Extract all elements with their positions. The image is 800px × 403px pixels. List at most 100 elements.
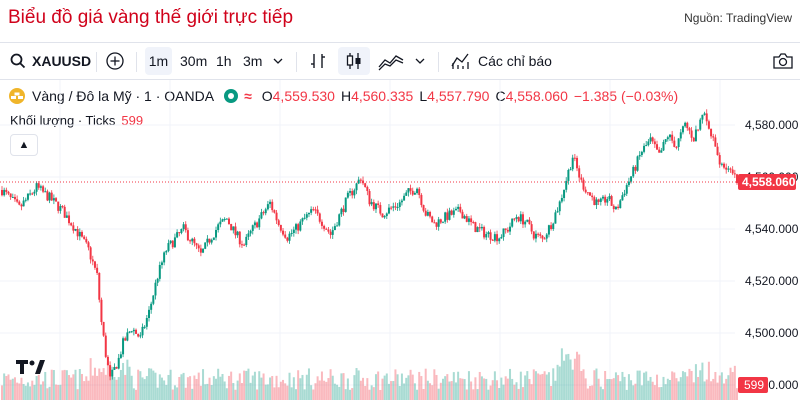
indicators-button[interactable]: Các chỉ báo: [450, 43, 552, 79]
candle-body: [59, 206, 62, 211]
volume-bar: [686, 376, 689, 400]
volume-bar: [673, 372, 676, 400]
candle-body: [299, 221, 302, 231]
candle-body: [478, 227, 481, 229]
volume-bar: [450, 381, 453, 400]
candle-body: [725, 167, 728, 170]
volume-bar: [470, 381, 473, 400]
volume-bar: [433, 369, 436, 400]
volume-bar: [316, 376, 319, 400]
volume-bar: [7, 374, 10, 400]
interval-1m[interactable]: 1m: [145, 47, 172, 75]
candle-body: [273, 210, 276, 213]
interval-dropdown[interactable]: [272, 43, 284, 79]
volume-bar: [666, 378, 669, 400]
interval-1h[interactable]: 1h: [216, 53, 232, 69]
candle-body: [383, 216, 386, 218]
plus-circle-icon: [106, 52, 124, 70]
volume-bar: [517, 388, 520, 400]
candle-body: [534, 233, 537, 239]
snapshot-button[interactable]: [772, 43, 794, 79]
volume-bar: [238, 373, 241, 400]
candle-body: [314, 209, 317, 211]
volume-bar: [554, 380, 557, 400]
candle-body: [111, 369, 114, 377]
interval-30m[interactable]: 30m: [180, 53, 208, 69]
area-style-button[interactable]: [378, 43, 404, 79]
candle-body: [89, 247, 92, 260]
bars-style-button[interactable]: [308, 43, 328, 79]
volume-bar: [675, 378, 678, 400]
candle-body: [262, 212, 265, 214]
volume-bar: [329, 369, 332, 400]
symbol-search[interactable]: XAUUSD: [10, 43, 91, 79]
volume-bar: [385, 373, 388, 400]
candle-body: [604, 196, 607, 203]
volume-bar: [223, 381, 226, 400]
volume-bar: [269, 377, 272, 400]
gold-bars-icon: [9, 88, 25, 104]
candle-body: [132, 329, 135, 332]
candle-body: [426, 211, 429, 216]
candle-body: [509, 226, 512, 232]
candle-body: [379, 205, 382, 214]
candle-body: [712, 136, 715, 138]
candle-body: [517, 217, 520, 222]
candle-body: [673, 140, 676, 147]
volume-bar: [569, 359, 572, 400]
volume-bar: [132, 388, 135, 400]
candle-body: [253, 222, 256, 226]
volume-bar: [619, 381, 622, 400]
volume-bar: [74, 369, 77, 400]
candle-body: [197, 245, 200, 249]
candle-body: [703, 113, 706, 115]
volume-bar: [312, 389, 315, 400]
candle-body: [217, 224, 220, 230]
candle-body: [491, 239, 494, 241]
candle-body: [29, 193, 32, 195]
candle-body: [442, 221, 444, 223]
candle-body: [236, 231, 239, 236]
compare-button[interactable]: [105, 43, 125, 79]
candle-body: [130, 331, 133, 333]
candle-body: [681, 126, 684, 133]
candle-body: [93, 261, 96, 268]
style-dropdown[interactable]: [414, 43, 426, 79]
candle-body: [387, 207, 390, 214]
volume-bar: [429, 383, 432, 400]
volume-bar: [530, 384, 533, 400]
candle-body: [686, 122, 689, 129]
volume-bar: [65, 370, 68, 400]
volume-bar: [182, 372, 185, 400]
interval-3m[interactable]: 3m: [243, 53, 263, 69]
collapse-legend-button[interactable]: ▲: [10, 134, 38, 156]
candle-body: [470, 218, 473, 223]
volume-bar: [295, 389, 297, 400]
volume-bar: [653, 385, 656, 400]
candle-body: [487, 232, 490, 235]
price-chart[interactable]: 4,580.0004,560.0004,540.0004,520.0004,50…: [0, 80, 800, 403]
camera-icon: [773, 53, 793, 69]
divider: [96, 52, 97, 72]
volume-bar: [537, 373, 540, 400]
volume-bar: [245, 370, 248, 400]
price-tick-label: 4,580.000: [745, 118, 799, 132]
candle-body: [716, 146, 719, 156]
volume-bar: [403, 383, 406, 400]
volume-bar: [571, 369, 574, 400]
candle-body: [329, 231, 332, 235]
candle-body: [9, 193, 12, 198]
volume-bar: [227, 375, 230, 400]
volume-bar: [325, 381, 328, 400]
candle-body: [595, 199, 598, 206]
candle-body: [154, 282, 157, 296]
page-title: Biểu đồ giá vàng thế giới trực tiếp: [8, 7, 294, 28]
candle-body: [349, 191, 352, 193]
tradingview-logo[interactable]: [16, 358, 46, 381]
candle-body: [502, 228, 505, 238]
volume-bar: [599, 386, 602, 400]
volume-bar: [541, 373, 544, 400]
candles-style-button[interactable]: [338, 47, 370, 75]
volume-bar: [137, 369, 140, 400]
volume-bar: [286, 385, 289, 400]
